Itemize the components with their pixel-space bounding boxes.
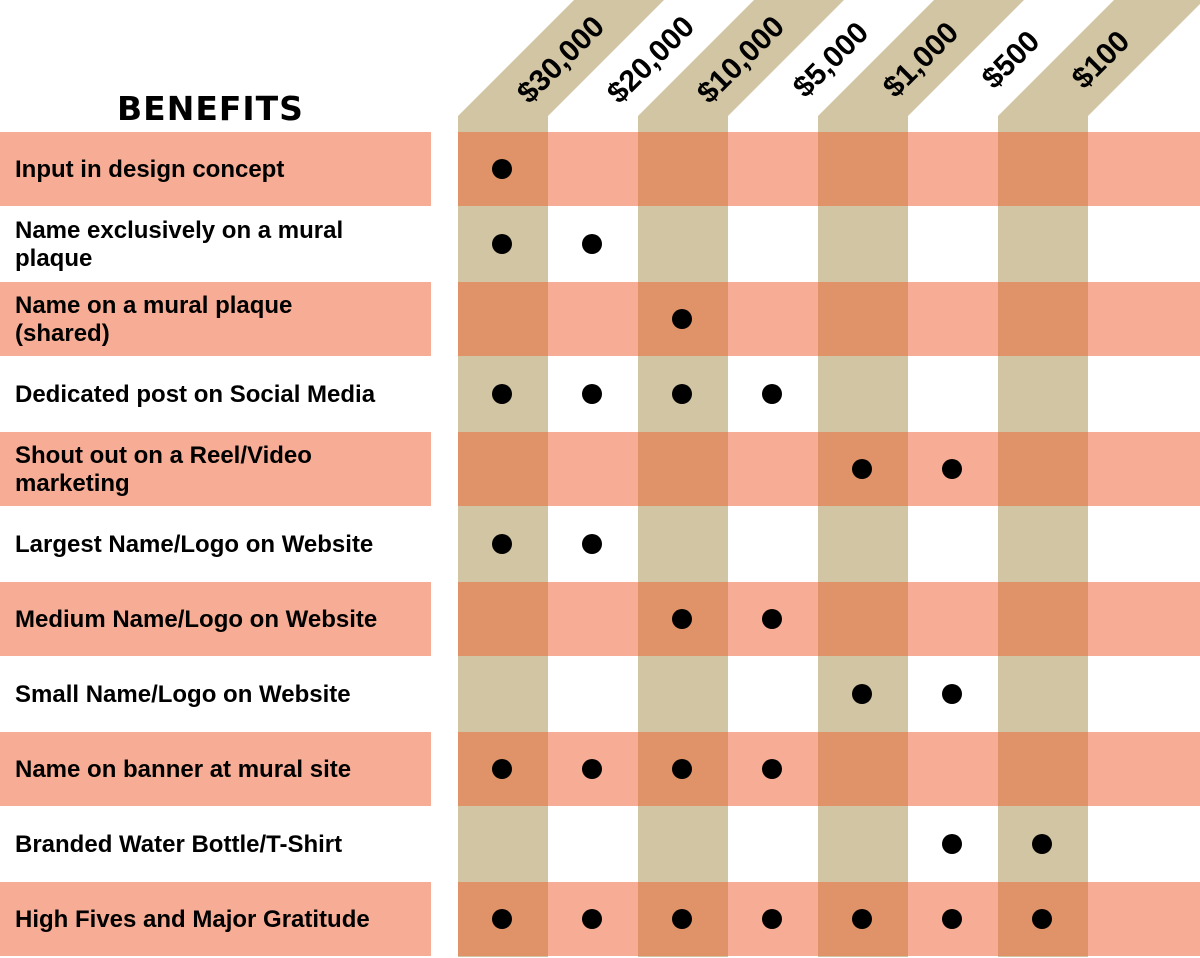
row-band-label-cell xyxy=(0,582,431,656)
benefit-label-line: marketing xyxy=(15,470,130,497)
benefit-included-dot xyxy=(582,384,602,404)
overlap-cell xyxy=(998,432,1088,506)
benefit-included-dot xyxy=(942,459,962,479)
benefit-label-line: Medium Name/Logo on Website xyxy=(15,606,377,633)
benefit-included-dot xyxy=(1032,909,1052,929)
overlap-cell xyxy=(458,282,548,356)
benefit-label-line: High Fives and Major Gratitude xyxy=(15,906,370,933)
benefit-label-line: Small Name/Logo on Website xyxy=(15,681,351,708)
overlap-cell xyxy=(638,132,728,206)
overlap-cell xyxy=(638,432,728,506)
benefit-label: Name on a mural plaque (shared) xyxy=(15,292,292,347)
benefit-included-dot xyxy=(762,759,782,779)
benefit-included-dot xyxy=(582,759,602,779)
benefits-heading: BENEFITS xyxy=(117,89,304,128)
row-band-label-cell xyxy=(0,732,431,806)
benefit-included-dot xyxy=(672,309,692,329)
overlap-cell xyxy=(998,132,1088,206)
benefit-included-dot xyxy=(582,534,602,554)
benefit-included-dot xyxy=(582,909,602,929)
benefit-markers xyxy=(492,159,1052,929)
benefit-included-dot xyxy=(852,459,872,479)
benefit-label-line: Input in design concept xyxy=(15,156,284,183)
benefit-included-dot xyxy=(672,384,692,404)
overlap-cell xyxy=(998,582,1088,656)
tier-column-band xyxy=(818,0,1024,957)
benefit-label: High Fives and Major Gratitude xyxy=(15,906,370,933)
benefit-included-dot xyxy=(852,909,872,929)
row-band-label-cell xyxy=(0,132,431,206)
benefit-label-line: Name on banner at mural site xyxy=(15,756,351,783)
tier-column-band xyxy=(638,0,844,957)
benefit-included-dot xyxy=(1032,834,1052,854)
row-band-label-cell xyxy=(0,432,431,506)
benefit-included-dot xyxy=(852,684,872,704)
benefit-included-dot xyxy=(762,384,782,404)
benefit-label-line: Shout out on a Reel/Video xyxy=(15,442,312,469)
benefit-included-dot xyxy=(942,684,962,704)
benefit-included-dot xyxy=(582,234,602,254)
benefit-label: Dedicated post on Social Media xyxy=(15,381,376,408)
benefit-included-dot xyxy=(492,159,512,179)
benefit-label-line: Largest Name/Logo on Website xyxy=(15,531,373,558)
row-band-label-cell xyxy=(0,882,431,956)
benefit-included-dot xyxy=(762,909,782,929)
benefit-included-dot xyxy=(672,909,692,929)
benefit-labels: Input in design concept Name exclusively … xyxy=(15,156,377,933)
overlap-cell xyxy=(458,582,548,656)
benefit-label: Shout out on a Reel/Video marketing xyxy=(15,442,312,497)
benefit-label: Name exclusively on a mural plaque xyxy=(15,217,343,272)
benefit-label-line: Name exclusively on a mural xyxy=(15,217,343,244)
benefit-label: Largest Name/Logo on Website xyxy=(15,531,373,558)
overlap-cell xyxy=(818,282,908,356)
benefit-included-dot xyxy=(942,909,962,929)
overlap-cell xyxy=(818,582,908,656)
benefit-included-dot xyxy=(672,759,692,779)
benefit-included-dot xyxy=(492,534,512,554)
benefit-label: Medium Name/Logo on Website xyxy=(15,606,377,633)
benefit-label-line: Name on a mural plaque xyxy=(15,292,292,319)
benefit-included-dot xyxy=(672,609,692,629)
benefit-included-dot xyxy=(942,834,962,854)
overlap-cell xyxy=(818,132,908,206)
benefit-included-dot xyxy=(762,609,782,629)
overlap-cell xyxy=(998,732,1088,806)
benefit-included-dot xyxy=(492,909,512,929)
benefit-label-line: Dedicated post on Social Media xyxy=(15,381,376,408)
benefit-label: Input in design concept xyxy=(15,156,284,183)
benefit-label: Branded Water Bottle/T-Shirt xyxy=(15,831,342,858)
overlap-cell xyxy=(458,432,548,506)
benefit-label-line: (shared) xyxy=(15,320,110,347)
benefit-included-dot xyxy=(492,234,512,254)
overlap-cell xyxy=(818,732,908,806)
benefit-label: Small Name/Logo on Website xyxy=(15,681,351,708)
benefit-label-line: Branded Water Bottle/T-Shirt xyxy=(15,831,342,858)
benefit-label-line: plaque xyxy=(15,245,92,272)
tier-column-band xyxy=(998,0,1200,957)
benefit-label: Name on banner at mural site xyxy=(15,756,351,783)
benefit-included-dot xyxy=(492,384,512,404)
row-band-label-cell xyxy=(0,282,431,356)
overlap-cell xyxy=(998,282,1088,356)
overlap-cells xyxy=(458,132,1088,956)
benefit-included-dot xyxy=(492,759,512,779)
